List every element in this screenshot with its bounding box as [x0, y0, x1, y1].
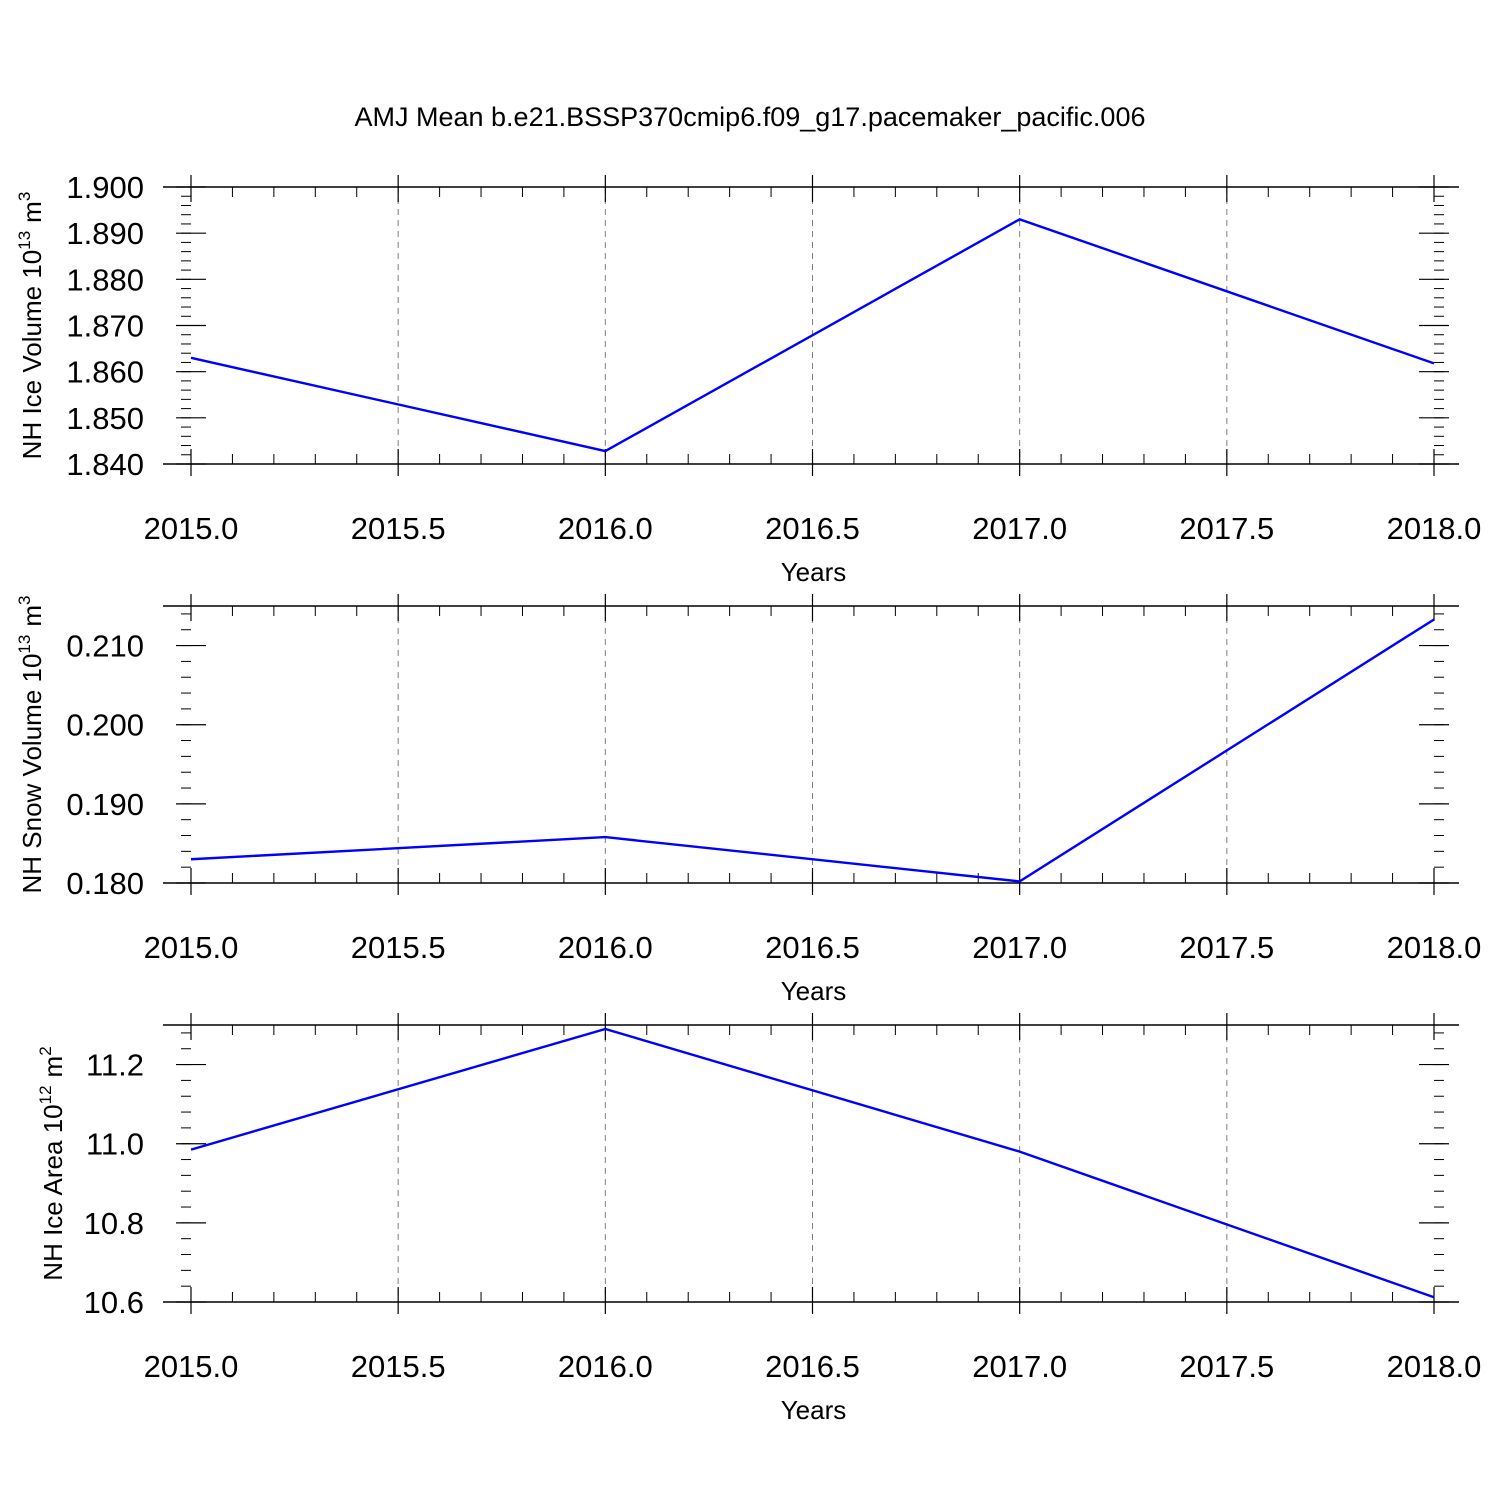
y-axis-label-text: NH Ice Volume [17, 279, 47, 460]
y-tick-label: 1.840 [66, 447, 144, 482]
x-tick-label: 2015.5 [351, 1349, 446, 1384]
y-tick-label: 1.870 [66, 309, 144, 344]
y-axis-unit-exponent: 12 [36, 1085, 55, 1104]
panel-3: 2015.0 2015.5 2016.0 2016.5 2017.0 2017.5 2018… [36, 1013, 1481, 1425]
x-axis-label: Years [781, 557, 847, 587]
x-tick-label: 2015.5 [351, 930, 446, 965]
y-axis-unit-power: 3 [15, 596, 34, 605]
y-tick-label: 0.180 [66, 866, 144, 901]
y-axis-unit-power: 2 [36, 1046, 55, 1055]
y-axis-unit-exponent: 13 [15, 231, 34, 250]
series-line [190, 618, 1435, 883]
x-tick-label: 2018.0 [1387, 930, 1482, 965]
y-axis-unit-base: 10 [17, 654, 47, 683]
y-axis-label-text: NH Ice Area [38, 1133, 68, 1280]
y-axis-unit: m [17, 201, 47, 223]
y-tick-label: 1.900 [66, 170, 144, 205]
x-tick-label: 2017.0 [972, 930, 1067, 965]
x-axis-label: Years [781, 1395, 847, 1425]
y-axis-label: NH Ice Area 1012 m2 [36, 1046, 68, 1280]
panel-2: 2015.0 2015.5 2016.0 2016.5 2017.0 2017.5 2018… [15, 594, 1481, 1006]
y-axis-unit-exponent: 13 [15, 635, 34, 654]
y-tick-label: 0.190 [66, 787, 144, 822]
y-axis-label: NH Ice Volume 1013 m3 [15, 192, 47, 460]
x-tick-label: 2016.5 [765, 930, 860, 965]
y-axis-unit: m [38, 1056, 68, 1078]
x-tick-label: 2016.5 [765, 1349, 860, 1384]
x-tick-label: 2015.0 [144, 1349, 239, 1384]
y-tick-label: 10.8 [84, 1206, 144, 1241]
y-axis-unit-base: 10 [17, 250, 47, 279]
x-axis-label: Years [781, 976, 847, 1006]
y-tick-label: 11.0 [86, 1127, 144, 1162]
x-tick-label: 2015.0 [144, 511, 239, 546]
y-tick-label: 1.860 [66, 355, 144, 390]
x-tick-label: 2016.0 [558, 511, 653, 546]
y-axis-label: NH Snow Volume 1013 m3 [15, 596, 47, 894]
x-tick-label: 2018.0 [1387, 511, 1482, 546]
y-tick-label: 0.210 [66, 629, 144, 664]
x-tick-label: 2017.0 [972, 1349, 1067, 1384]
panel-1: 2015.0 2015.5 2016.0 2016.5 2017.0 2017.5 2018… [15, 170, 1481, 587]
y-tick-label: 1.890 [66, 216, 144, 251]
x-tick-label: 2016.0 [558, 1349, 653, 1384]
x-tick-label: 2017.0 [972, 511, 1067, 546]
x-tick-label: 2015.0 [144, 930, 239, 965]
x-tick-label: 2018.0 [1387, 1349, 1482, 1384]
y-axis-unit-power: 3 [15, 192, 34, 201]
chart-title: AMJ Mean b.e21.BSSP370cmip6.f09_g17.pace… [355, 102, 1146, 132]
y-tick-label: 1.880 [66, 262, 144, 297]
x-tick-label: 2017.5 [1179, 1349, 1274, 1384]
y-axis-unit-base: 10 [38, 1104, 68, 1133]
y-axis-label-text: NH Snow Volume [17, 683, 47, 894]
y-tick-label: 0.200 [66, 708, 144, 743]
x-tick-label: 2017.5 [1179, 511, 1274, 546]
y-axis-unit: m [17, 605, 47, 627]
y-tick-label: 11.2 [86, 1048, 144, 1083]
series-line [190, 1027, 1435, 1299]
series-line [190, 218, 1435, 453]
x-tick-label: 2016.5 [765, 511, 860, 546]
y-tick-label: 1.850 [66, 401, 144, 436]
x-tick-label: 2015.5 [351, 511, 446, 546]
x-tick-label: 2017.5 [1179, 930, 1274, 965]
y-tick-label: 10.6 [84, 1285, 144, 1320]
x-tick-label: 2016.0 [558, 930, 653, 965]
